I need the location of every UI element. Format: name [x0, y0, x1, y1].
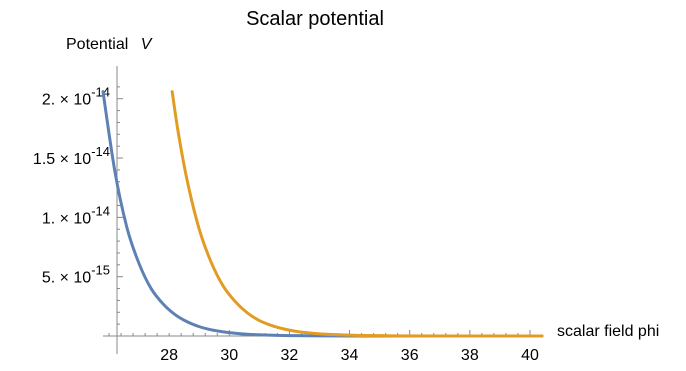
y-tick-mantissa: 2. × 10 [42, 92, 91, 109]
series-line-1 [101, 90, 544, 338]
axes: 28 30 32 34 36 38 405. × 10-151. × 10-141.5 × … [33, 66, 542, 364]
y-axis-label-symbol: V [141, 36, 153, 53]
x-tick-label: 34 [341, 347, 359, 364]
y-tick-exponent: -14 [91, 203, 110, 218]
y-tick-label: 1.5 × 10-14 [33, 144, 110, 168]
y-tick-label: 2. × 10-14 [42, 85, 110, 109]
chart-title: Scalar potential [246, 8, 384, 30]
series-line-2 [170, 90, 544, 338]
x-tick-label: 40 [521, 347, 539, 364]
y-tick-label: 1. × 10-14 [42, 203, 110, 227]
x-tick-label: 36 [401, 347, 419, 364]
x-tick-label: 38 [461, 347, 479, 364]
y-tick-mantissa: 5. × 10 [42, 270, 91, 287]
x-tick-label: 30 [220, 347, 238, 364]
y-tick-mantissa: 1. × 10 [42, 210, 91, 227]
y-tick-exponent: -15 [91, 263, 110, 278]
y-tick-exponent: -14 [91, 85, 110, 100]
series-layer [101, 90, 544, 338]
y-tick-label: 5. × 10-15 [42, 263, 110, 287]
y-axis-label-text: Potential [66, 36, 128, 53]
y-tick-mantissa: 1.5 × 10 [33, 151, 91, 168]
x-tick-label: 28 [160, 347, 178, 364]
x-tick-label: 32 [281, 347, 299, 364]
y-tick-exponent: -14 [91, 144, 110, 159]
y-axis-label: Potential V [66, 36, 153, 53]
x-axis-label: scalar field phi [557, 323, 659, 340]
